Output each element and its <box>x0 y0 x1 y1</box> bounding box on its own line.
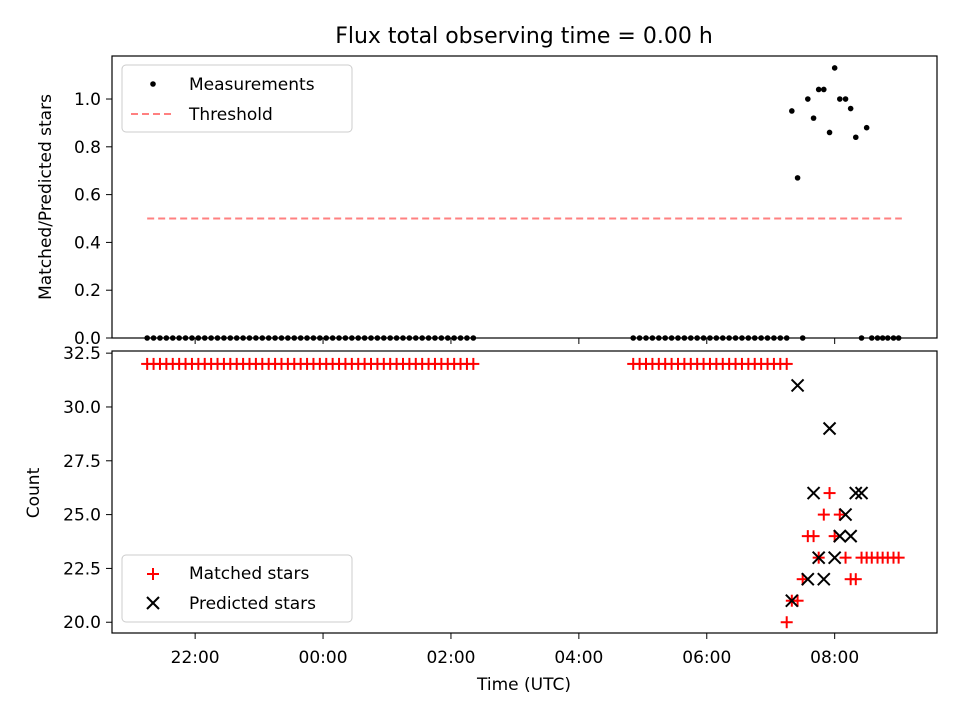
predicted-stars-point <box>806 486 821 500</box>
predicted-stars-point <box>817 572 831 586</box>
counts-ytick-label: 32.5 <box>63 344 101 364</box>
measurements-point <box>842 96 849 102</box>
measurements-point <box>815 86 822 93</box>
measurements-point <box>847 105 854 112</box>
panel-ratio: 0.0 0.2 0.4 0.6 0.8 1.0 Matched/Predicted sta… <box>36 55 938 349</box>
legend-threshold-label: Threshold <box>188 105 273 125</box>
counts-legend: Matched stars Predicted stars <box>121 554 353 623</box>
counts-ytick-label: 22.5 <box>63 559 101 579</box>
measurements-point <box>805 96 811 102</box>
legend-matched-label: Matched stars <box>189 564 309 584</box>
measurements-point <box>794 175 801 181</box>
matched-stars-point <box>817 508 830 521</box>
measurements-point <box>810 115 817 121</box>
xtick-label: 06:00 <box>682 648 731 668</box>
legend-measurements-label: Measurements <box>189 75 315 95</box>
counts-legend-box <box>121 554 353 623</box>
xtick-label: 00:00 <box>299 648 348 668</box>
ratio-ytick-label: 0.0 <box>74 329 101 349</box>
matched-stars-point <box>892 551 905 564</box>
matched-stars-point <box>807 530 820 543</box>
predicted-stars-point <box>785 594 799 608</box>
ratio-legend: Measurements Threshold <box>121 64 353 133</box>
legend-measurements-marker <box>150 81 156 87</box>
measurements-point <box>789 108 795 114</box>
matched-stars-point <box>849 573 862 586</box>
ratio-ylabel: Matched/Predicted stars <box>36 94 56 300</box>
counts-ylabel: Count <box>24 467 44 518</box>
panel-counts: 20.0 22.5 25.0 27.5 30.0 32.5 22:00 00:00 02:00 0… <box>24 344 938 695</box>
counts-ytick-label: 20.0 <box>63 613 101 633</box>
counts-ytick-label: 25.0 <box>63 506 101 526</box>
predicted-stars-point <box>801 572 815 586</box>
ratio-ytick-label: 0.2 <box>74 281 101 301</box>
predicted-stars-point <box>838 507 853 522</box>
ratio-ytick-label: 0.4 <box>74 233 101 253</box>
measurements-point <box>821 86 827 93</box>
predicted-stars-point <box>843 529 858 543</box>
matched-stars-point <box>780 616 793 629</box>
counts-ytick-label: 27.5 <box>63 452 101 472</box>
predicted-stars-point <box>849 486 863 500</box>
xtick-label: 02:00 <box>426 648 475 668</box>
measurements-point <box>826 129 833 136</box>
measurements-point <box>863 124 870 131</box>
legend-predicted-label: Predicted stars <box>189 594 316 614</box>
matched-stars-point <box>467 357 480 370</box>
predicted-stars-point <box>854 486 869 500</box>
counts-ytick-label: 30.0 <box>63 398 101 418</box>
matched-stars-point <box>791 594 804 607</box>
matched-stars-point <box>823 487 836 500</box>
predicted-stars-point <box>833 529 847 543</box>
matched-stars-point <box>780 357 793 370</box>
legend-predicted-marker <box>146 596 160 610</box>
ratio-ytick-label: 1.0 <box>74 90 101 110</box>
chart-title: Flux total observing time = 0.00 h <box>335 24 713 49</box>
predicted-stars-point <box>811 550 826 565</box>
matched-stars-point <box>833 508 846 521</box>
xtick-label: 08:00 <box>810 648 859 668</box>
measurements-point <box>836 96 843 102</box>
counts-plot-area <box>141 357 905 629</box>
legend-matched-marker <box>147 568 159 580</box>
ratio-ytick-label: 0.6 <box>74 186 101 206</box>
ratio-plot-frame <box>111 55 938 339</box>
measurements-point <box>831 65 838 71</box>
xtick-label: 04:00 <box>554 648 603 668</box>
predicted-stars-point <box>827 550 842 565</box>
ratio-ytick-label: 0.8 <box>74 138 101 158</box>
ratio-legend-box <box>121 64 353 133</box>
x-axis-label: Time (UTC) <box>476 675 571 695</box>
predicted-stars-point <box>790 378 805 393</box>
counts-plot-frame <box>111 350 938 634</box>
predicted-stars-point <box>822 421 837 436</box>
xtick-label: 22:00 <box>171 648 220 668</box>
measurements-point <box>852 134 859 141</box>
matched-stars-point <box>839 551 852 564</box>
